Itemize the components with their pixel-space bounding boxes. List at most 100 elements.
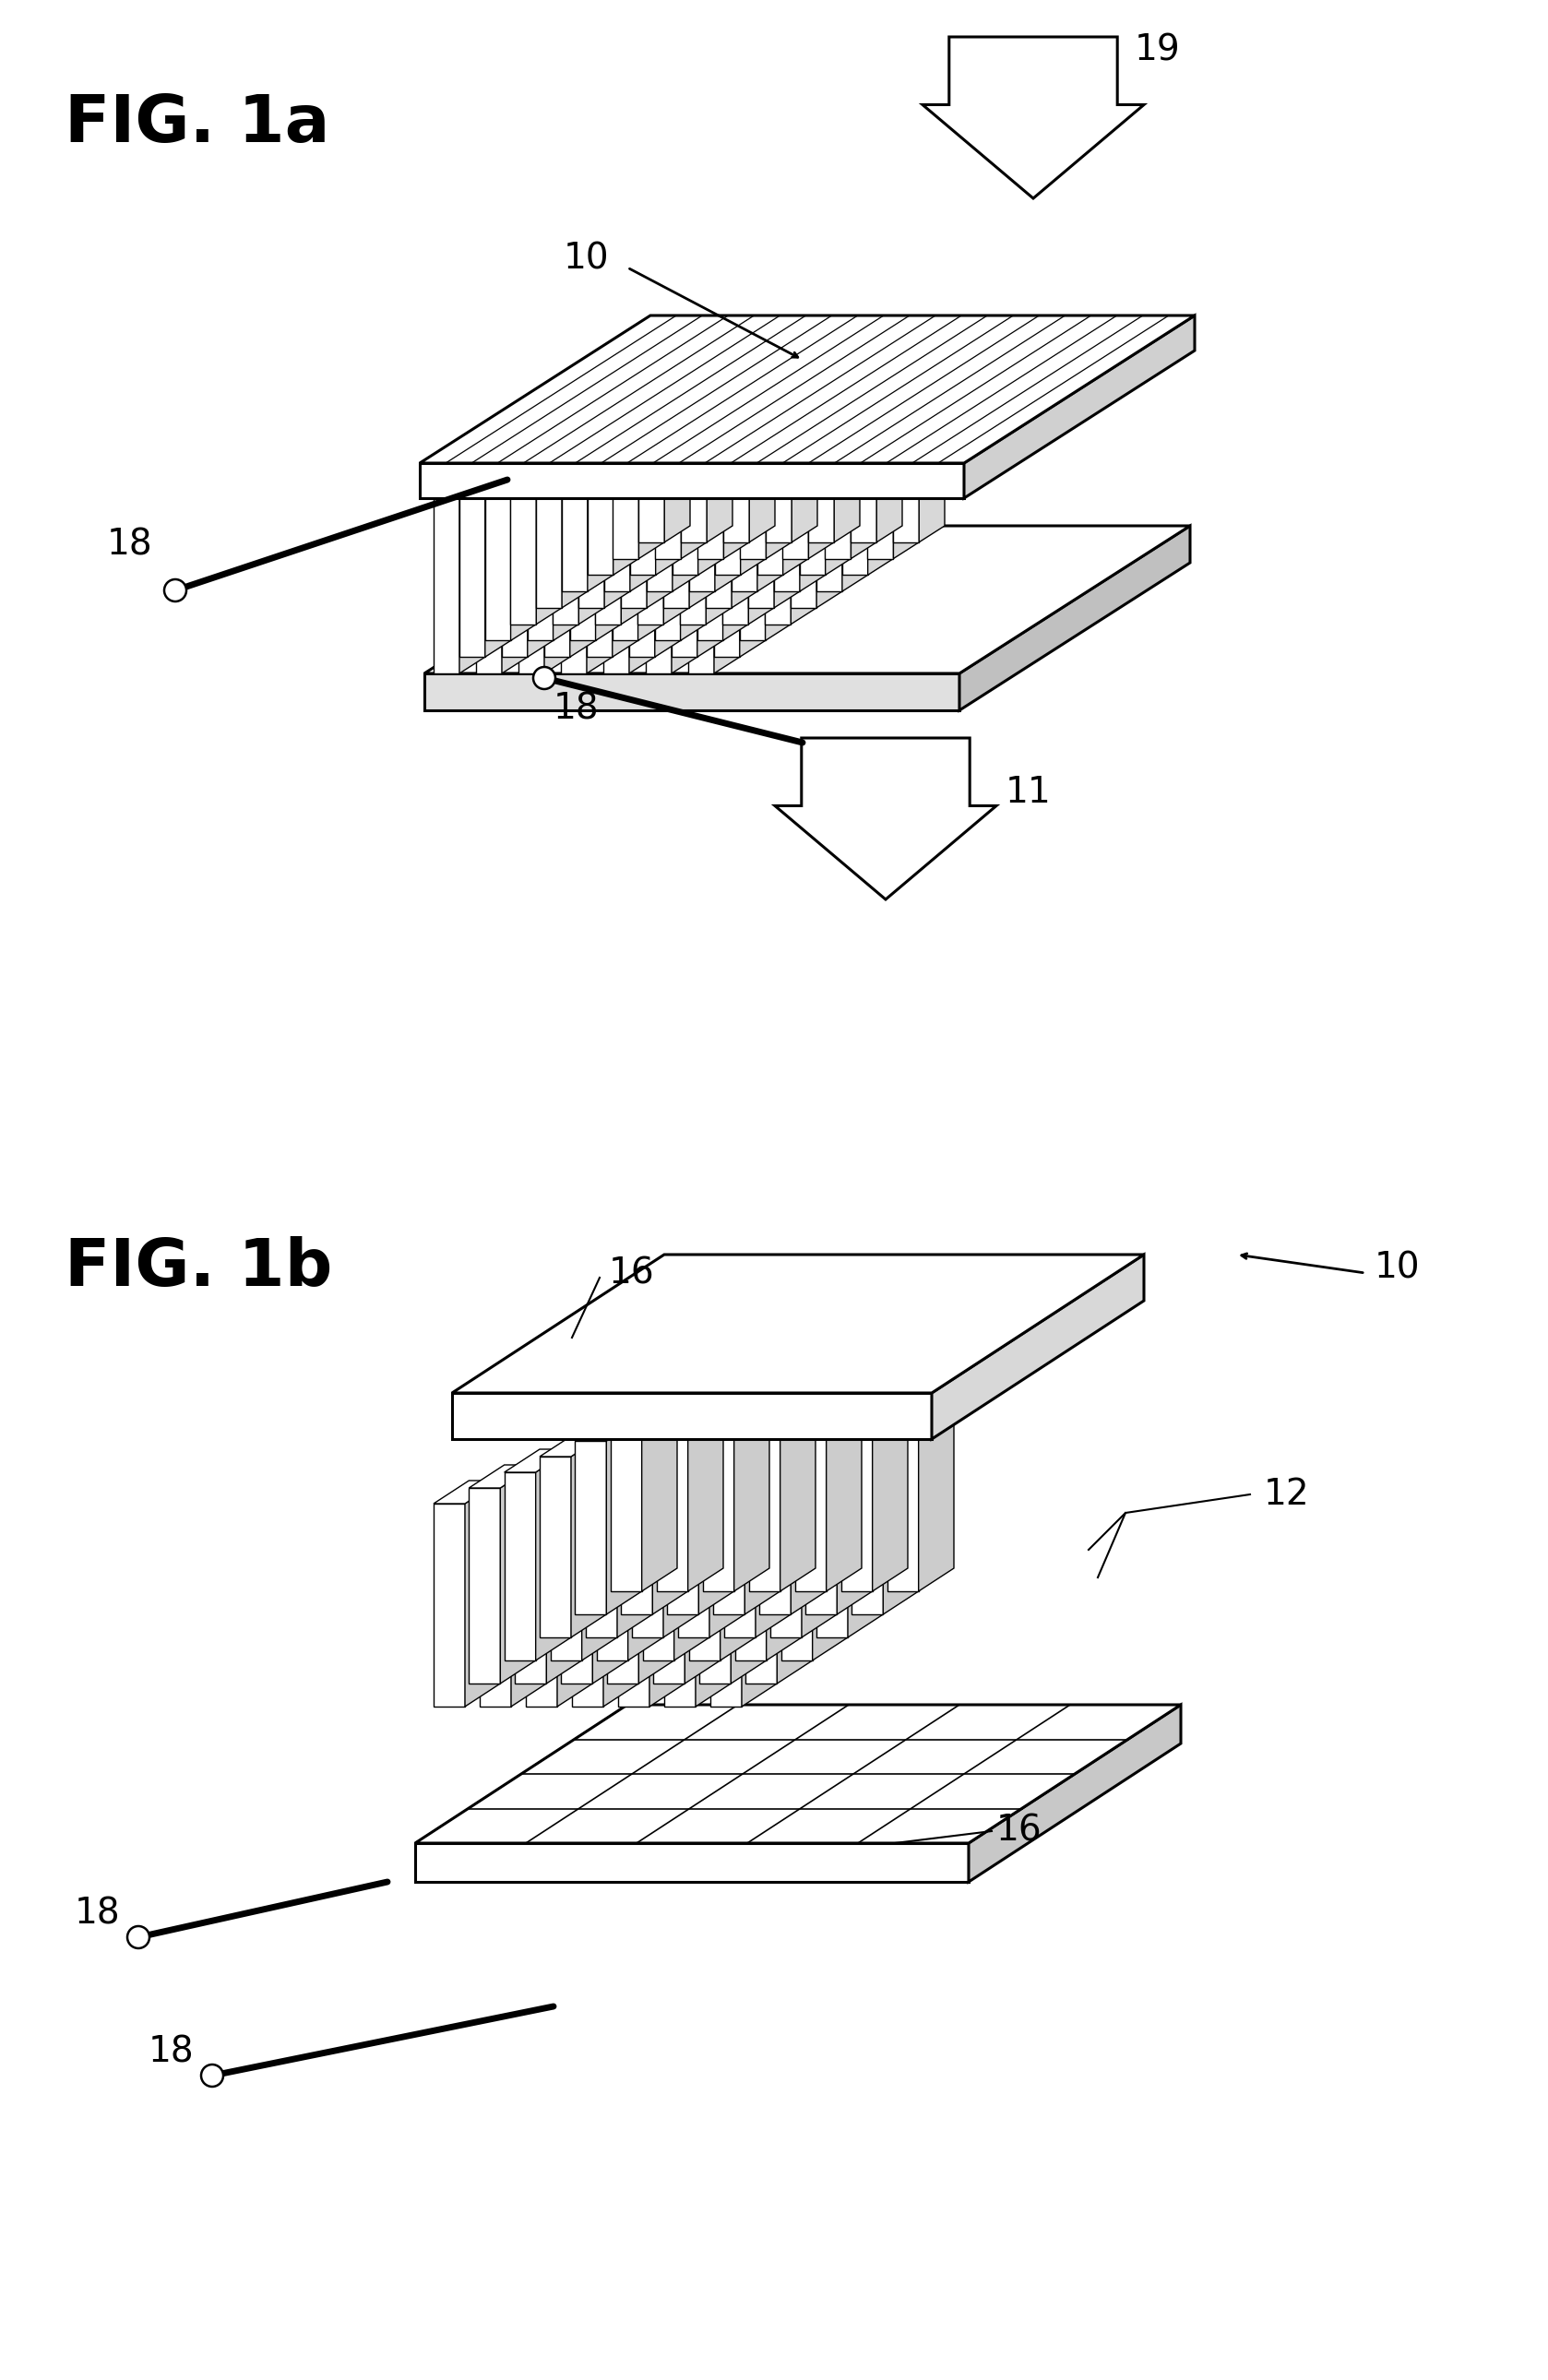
Polygon shape — [868, 400, 893, 576]
Polygon shape — [571, 1433, 607, 1637]
Polygon shape — [663, 1433, 698, 1637]
Polygon shape — [791, 428, 842, 443]
Polygon shape — [656, 1426, 687, 1592]
Polygon shape — [480, 1480, 546, 1504]
Polygon shape — [766, 388, 791, 543]
Polygon shape — [596, 1449, 663, 1473]
Polygon shape — [723, 457, 749, 624]
Polygon shape — [757, 414, 783, 590]
Polygon shape — [477, 481, 528, 497]
Polygon shape — [424, 526, 1190, 674]
Polygon shape — [571, 1480, 639, 1504]
Polygon shape — [813, 1449, 848, 1661]
Polygon shape — [757, 400, 808, 416]
Polygon shape — [628, 469, 681, 486]
Polygon shape — [596, 440, 647, 457]
Polygon shape — [480, 1504, 511, 1706]
Polygon shape — [638, 455, 664, 640]
Polygon shape — [893, 374, 944, 388]
Polygon shape — [873, 1402, 907, 1592]
Polygon shape — [740, 402, 766, 559]
Polygon shape — [783, 386, 834, 402]
Polygon shape — [848, 1433, 884, 1637]
Polygon shape — [596, 1473, 628, 1661]
Polygon shape — [621, 1418, 687, 1440]
Polygon shape — [851, 386, 876, 559]
Polygon shape — [536, 428, 588, 443]
Polygon shape — [562, 1466, 628, 1488]
Polygon shape — [536, 1449, 571, 1661]
Polygon shape — [613, 400, 639, 576]
Polygon shape — [628, 486, 655, 657]
Polygon shape — [639, 374, 690, 388]
Polygon shape — [841, 1402, 907, 1426]
Polygon shape — [964, 317, 1195, 497]
Polygon shape — [678, 1457, 709, 1637]
Polygon shape — [724, 1457, 755, 1637]
Polygon shape — [505, 1449, 571, 1473]
Text: 11: 11 — [1006, 776, 1051, 809]
Polygon shape — [655, 471, 681, 640]
Polygon shape — [621, 440, 647, 624]
Polygon shape — [851, 1440, 884, 1614]
Polygon shape — [551, 1449, 618, 1473]
Polygon shape — [748, 428, 800, 443]
Polygon shape — [511, 455, 536, 640]
Polygon shape — [511, 457, 536, 624]
Polygon shape — [485, 471, 511, 640]
Polygon shape — [477, 497, 502, 674]
Polygon shape — [893, 386, 920, 559]
Polygon shape — [485, 455, 536, 471]
Polygon shape — [714, 486, 740, 657]
Polygon shape — [808, 386, 834, 559]
Polygon shape — [646, 481, 697, 497]
Polygon shape — [740, 469, 765, 657]
Polygon shape — [536, 443, 562, 607]
Polygon shape — [632, 1457, 663, 1637]
Polygon shape — [511, 1480, 546, 1706]
Polygon shape — [420, 464, 964, 497]
Polygon shape — [672, 414, 698, 590]
Polygon shape — [766, 386, 791, 559]
Polygon shape — [765, 440, 816, 457]
Polygon shape — [485, 469, 511, 657]
Polygon shape — [711, 1504, 741, 1706]
Polygon shape — [893, 388, 920, 543]
Polygon shape — [680, 440, 732, 457]
Polygon shape — [799, 416, 825, 576]
Polygon shape — [672, 400, 723, 416]
Polygon shape — [825, 402, 851, 559]
Polygon shape — [887, 1402, 954, 1426]
Polygon shape — [638, 457, 664, 624]
Polygon shape — [515, 1466, 582, 1488]
Polygon shape — [697, 455, 749, 471]
Polygon shape — [698, 386, 749, 402]
Polygon shape — [816, 414, 868, 431]
Polygon shape — [528, 455, 579, 471]
Polygon shape — [689, 1449, 755, 1473]
Polygon shape — [740, 400, 766, 576]
Polygon shape — [553, 457, 579, 624]
Polygon shape — [553, 455, 579, 640]
Polygon shape — [628, 1449, 663, 1661]
Polygon shape — [610, 1426, 642, 1592]
Polygon shape — [526, 1504, 557, 1706]
Polygon shape — [816, 428, 842, 607]
Polygon shape — [714, 469, 765, 486]
Polygon shape — [502, 486, 528, 657]
Polygon shape — [630, 400, 681, 416]
Polygon shape — [630, 416, 656, 576]
Polygon shape — [540, 1457, 571, 1637]
Text: FIG. 1a: FIG. 1a — [65, 93, 330, 157]
Polygon shape — [560, 481, 613, 497]
Text: 18: 18 — [149, 2035, 194, 2071]
Polygon shape — [723, 440, 774, 457]
Polygon shape — [706, 440, 732, 624]
Polygon shape — [681, 386, 707, 559]
Polygon shape — [714, 1418, 780, 1440]
Polygon shape — [579, 428, 630, 443]
Polygon shape — [920, 374, 944, 543]
Polygon shape — [757, 416, 783, 576]
Polygon shape — [672, 469, 723, 486]
Polygon shape — [653, 1488, 684, 1683]
